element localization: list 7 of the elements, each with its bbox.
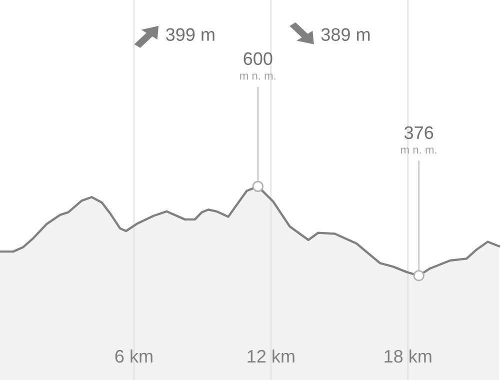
annotation: 376 m n. m.	[401, 126, 436, 154]
x-tick-label: 18 km	[384, 349, 432, 363]
text: 399 m	[166, 28, 214, 41]
annotation: 600 m n. m.	[240, 52, 276, 80]
x-tick-label: 12 km	[248, 349, 294, 363]
text: 389 m	[321, 28, 370, 41]
x-tick-label: 6 km	[115, 349, 152, 363]
